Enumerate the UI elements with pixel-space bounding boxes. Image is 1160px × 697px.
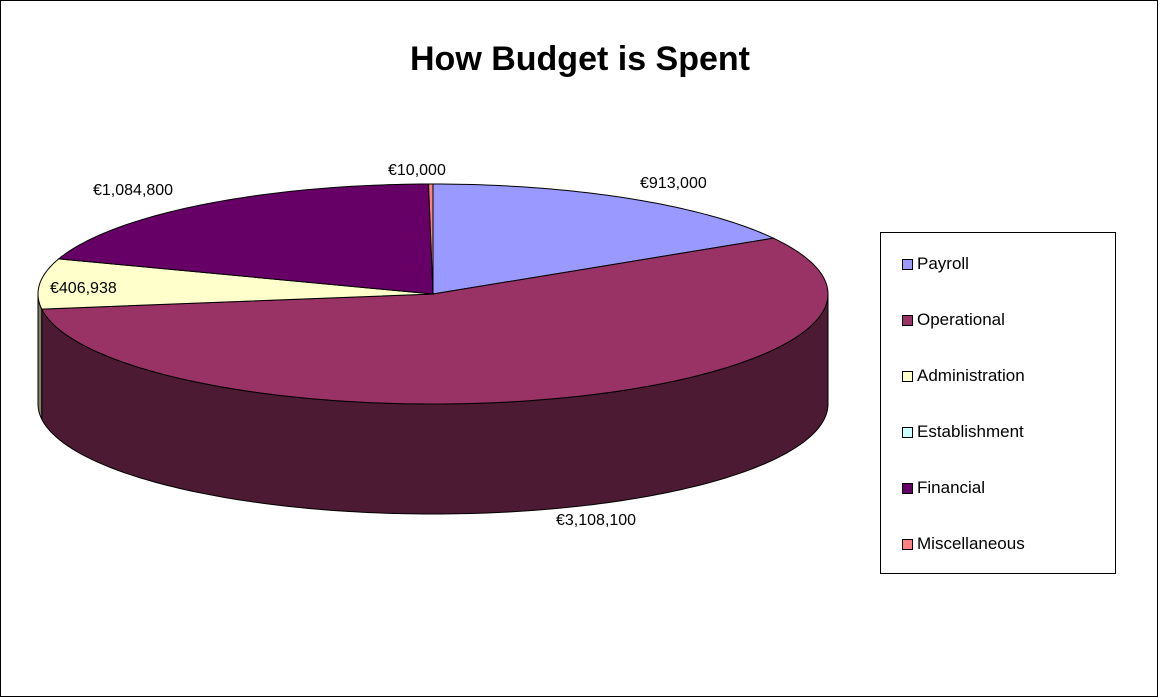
- legend-item-administration: Administration: [902, 366, 1025, 386]
- data-label-miscellaneous: €10,000: [388, 162, 446, 179]
- chart-legend: Payroll Operational Administration Estab…: [880, 232, 1116, 574]
- legend-swatch-establishment: [902, 426, 913, 438]
- legend-label-establishment: Establishment: [917, 422, 1024, 441]
- legend-item-payroll: Payroll: [902, 254, 969, 274]
- legend-label-payroll: Payroll: [917, 254, 969, 273]
- legend-label-operational: Operational: [917, 310, 1005, 329]
- data-label-payroll: €913,000: [640, 175, 707, 192]
- legend-label-administration: Administration: [917, 366, 1025, 385]
- pie-slice-payroll: [432, 183, 776, 295]
- legend-item-establishment: Establishment: [902, 422, 1024, 442]
- chart-title: How Budget is Spent: [410, 40, 750, 78]
- pie-slice-operational: [40, 237, 829, 405]
- legend-label-financial: Financial: [917, 478, 986, 497]
- pie-slice-financial: [57, 183, 434, 295]
- legend-swatch-operational: [902, 314, 913, 326]
- legend-swatch-financial: [902, 482, 913, 494]
- legend-swatch-administration: [902, 370, 913, 382]
- data-label-financial: €1,084,800: [93, 182, 174, 199]
- pie-side-administration: [37, 293, 43, 420]
- pie-slice-administration: [37, 258, 434, 310]
- data-label-administration: €406,938: [50, 280, 117, 297]
- legend-swatch-miscellaneous: [902, 538, 913, 550]
- legend-swatch-payroll: [902, 258, 913, 270]
- pie-slice-miscellaneous: [427, 183, 434, 295]
- data-label-operational: €3,108,100: [556, 512, 637, 529]
- legend-item-miscellaneous: Miscellaneous: [902, 534, 1025, 554]
- legend-item-financial: Financial: [902, 478, 985, 498]
- legend-item-operational: Operational: [902, 310, 1005, 330]
- legend-label-miscellaneous: Miscellaneous: [917, 534, 1025, 553]
